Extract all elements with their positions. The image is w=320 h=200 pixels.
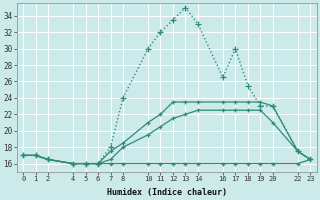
X-axis label: Humidex (Indice chaleur): Humidex (Indice chaleur) (107, 188, 227, 197)
